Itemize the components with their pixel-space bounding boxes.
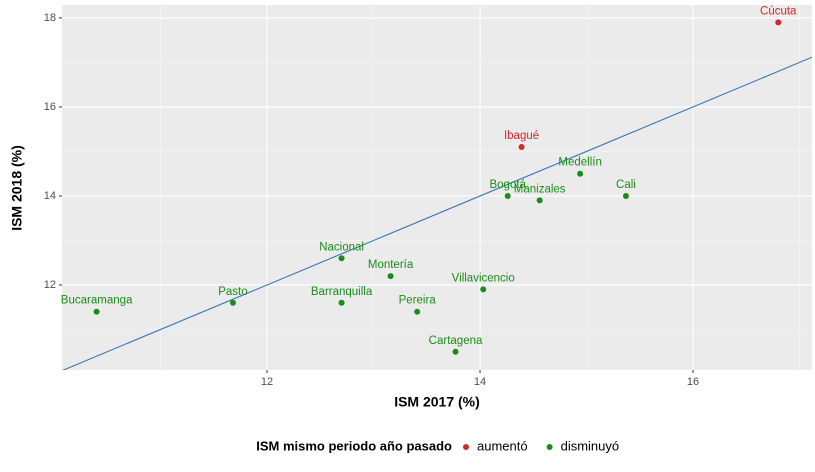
point (622, 192, 629, 199)
point (518, 143, 525, 150)
legend-label: aumentó (477, 438, 528, 453)
legend-swatch (463, 444, 469, 450)
y-tick-label: 14 (44, 190, 56, 202)
point (452, 348, 459, 355)
point (338, 255, 345, 262)
point-label: Cúcuta (760, 5, 797, 17)
point-label: Villavicencio (452, 272, 515, 284)
point-label: Manizales (514, 183, 566, 195)
point-label: Cartagena (429, 335, 483, 347)
point (338, 299, 345, 306)
panel (62, 5, 812, 370)
legend-swatch (546, 444, 553, 450)
x-axis-title: ISM 2017 (%) (394, 394, 480, 410)
point-label: Cali (616, 179, 636, 191)
legend-label: disminuyó (561, 438, 620, 453)
point-label: Barranquilla (311, 286, 373, 298)
point-label: Ibagué (504, 130, 539, 142)
x-tick-label: 16 (687, 376, 699, 388)
reference-line (62, 56, 812, 370)
y-tick-label: 16 (44, 101, 56, 113)
point-label: Nacional (319, 241, 364, 253)
point-label: Pereira (399, 295, 437, 307)
point-label: Bogotá (489, 179, 526, 191)
point (480, 286, 487, 293)
point (504, 192, 511, 199)
point (229, 299, 236, 306)
point (577, 170, 584, 177)
point (775, 19, 782, 26)
legend-title: ISM mismo periodo año pasado (256, 438, 452, 453)
y-tick-label: 12 (44, 279, 56, 291)
point-label: Bucaramanga (61, 295, 133, 307)
point-label: Pasto (218, 286, 247, 298)
point-label: Montería (368, 259, 414, 271)
point (93, 308, 100, 315)
x-tick-label: 14 (474, 376, 486, 388)
point (536, 197, 543, 204)
y-axis-title: ISM 2018 (%) (9, 145, 25, 231)
point (414, 308, 421, 315)
point-label: Medellín (558, 157, 601, 169)
point (387, 273, 394, 280)
x-tick-label: 12 (261, 376, 273, 388)
y-tick-label: 18 (44, 12, 56, 24)
